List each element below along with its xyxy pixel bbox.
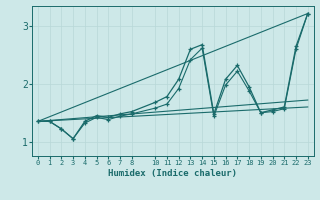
X-axis label: Humidex (Indice chaleur): Humidex (Indice chaleur) bbox=[108, 169, 237, 178]
